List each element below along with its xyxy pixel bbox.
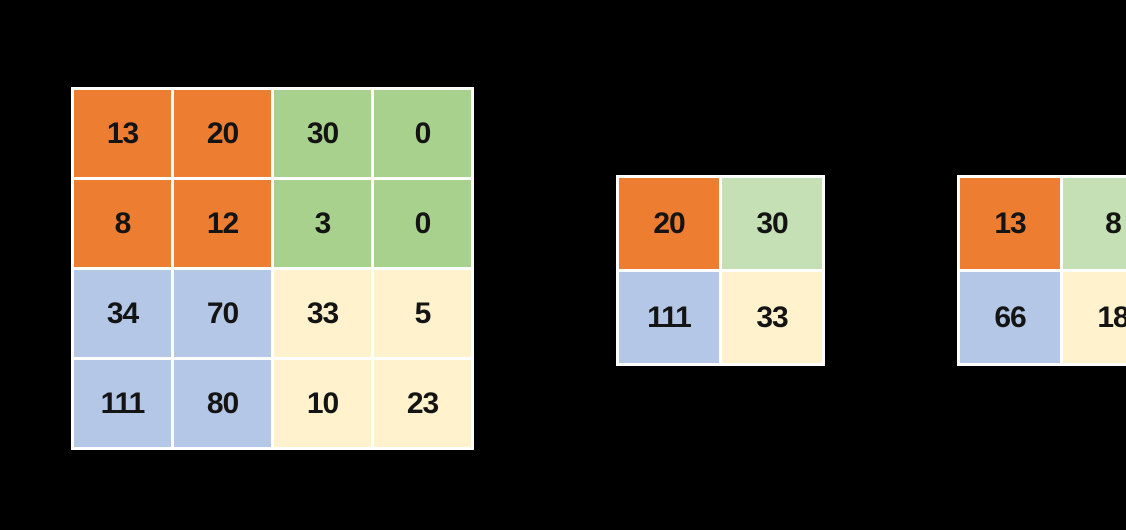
matrix-cell: 70 (174, 270, 271, 357)
matrix-2x2-right: 13 8 66 18 (957, 175, 1126, 366)
matrix-cell: 0 (374, 180, 471, 267)
matrix-cell: 20 (619, 178, 719, 269)
matrix-cell: 3 (274, 180, 371, 267)
matrix-cell: 8 (1063, 178, 1126, 269)
matrix-2x2-center: 20 30 111 33 (616, 175, 825, 366)
matrix-cell: 8 (74, 180, 171, 267)
matrix-cell: 33 (274, 270, 371, 357)
matrix-cell: 18 (1063, 272, 1126, 363)
matrix-cell: 111 (619, 272, 719, 363)
matrix-cell: 0 (374, 90, 471, 177)
matrix-cell: 66 (960, 272, 1060, 363)
matrix-4x4: 13 20 30 0 8 12 3 0 34 70 33 5 111 80 10… (71, 87, 474, 450)
matrix-cell: 20 (174, 90, 271, 177)
matrix-cell: 30 (274, 90, 371, 177)
matrix-cell: 34 (74, 270, 171, 357)
matrix-cell: 13 (960, 178, 1060, 269)
matrix-cell: 23 (374, 360, 471, 447)
matrix-cell: 10 (274, 360, 371, 447)
matrix-cell: 80 (174, 360, 271, 447)
matrix-cell: 13 (74, 90, 171, 177)
matrix-cell: 5 (374, 270, 471, 357)
matrix-cell: 30 (722, 178, 822, 269)
matrix-cell: 33 (722, 272, 822, 363)
matrix-cell: 12 (174, 180, 271, 267)
matrix-cell: 111 (74, 360, 171, 447)
